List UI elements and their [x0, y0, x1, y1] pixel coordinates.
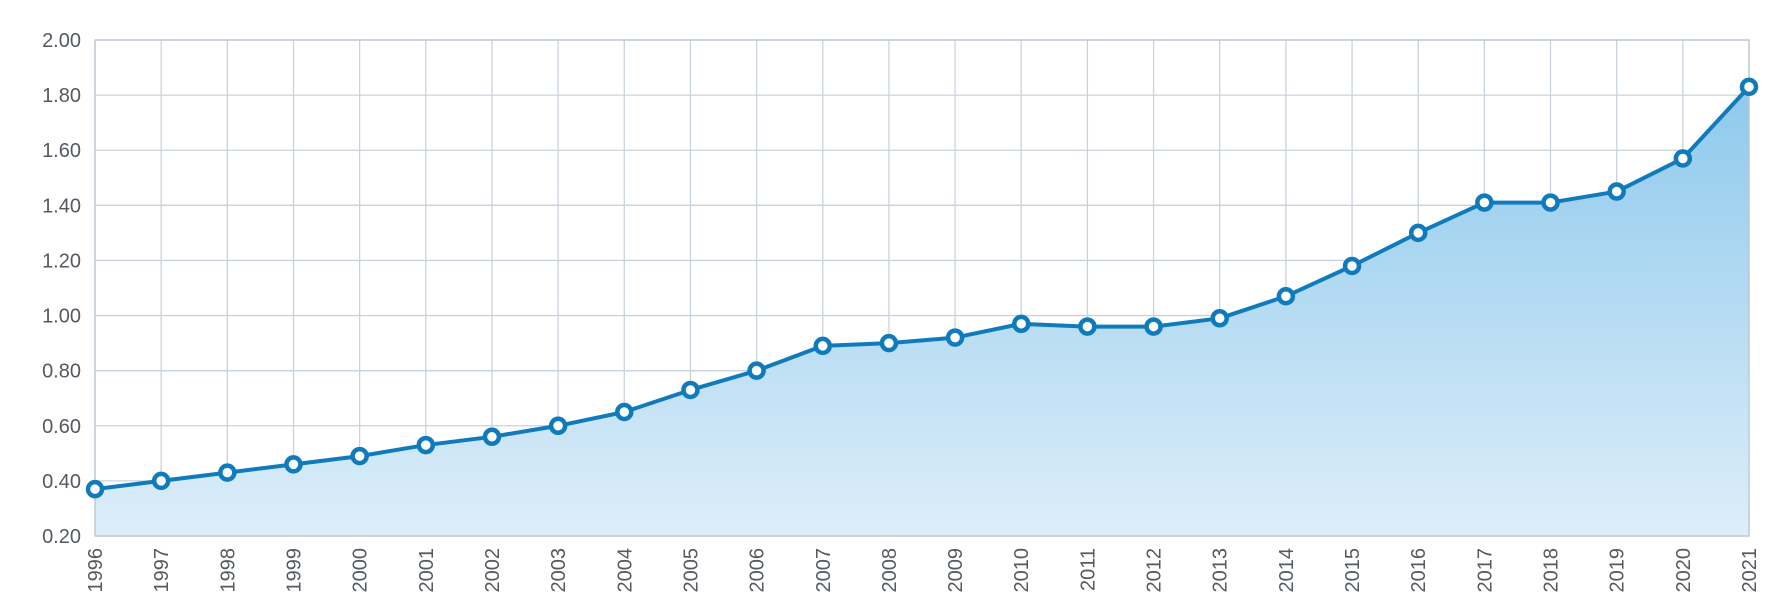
- y-tick-label: 1.20: [42, 250, 81, 272]
- x-tick-label: 2016: [1408, 548, 1430, 593]
- plot-border: [94, 39, 1750, 537]
- data-point-2020[interactable]: [1673, 149, 1693, 168]
- data-point-1997[interactable]: [151, 471, 171, 491]
- data-point-2013[interactable]: [1210, 309, 1229, 328]
- x-tick-label: 1999: [283, 548, 305, 593]
- x-tick-label: 2004: [614, 548, 636, 593]
- x-tick-label: 2021: [1739, 548, 1761, 593]
- x-tick-label: 2000: [350, 548, 372, 593]
- x-tick-label: 2014: [1276, 548, 1298, 593]
- y-tick-label: 0.40: [42, 471, 81, 493]
- area-fill: [95, 86, 1749, 536]
- y-tick-label: 0.80: [42, 361, 81, 383]
- data-point-2006[interactable]: [747, 361, 766, 380]
- x-tick-label: 2007: [813, 548, 835, 593]
- data-point-1996[interactable]: [85, 479, 105, 499]
- x-tick-label: 2013: [1210, 548, 1232, 593]
- y-tick-label: 1.00: [42, 306, 81, 328]
- y-tick-label: 1.40: [42, 195, 81, 217]
- data-point-2003[interactable]: [548, 416, 568, 436]
- x-tick-label: 2018: [1541, 548, 1563, 593]
- x-tick-label: 1997: [151, 548, 173, 593]
- data-point-1999[interactable]: [284, 455, 303, 474]
- x-tick-label: 2003: [548, 548, 570, 593]
- data-point-2009[interactable]: [945, 328, 965, 347]
- series-line: [93, 84, 1751, 492]
- data-point-2018[interactable]: [1541, 193, 1560, 212]
- x-tick-label: 2020: [1673, 548, 1695, 593]
- data-point-1998[interactable]: [218, 463, 237, 482]
- x-axis-ticks: 1996 1997 1998 1999 2000 2001 2002 2003 2004 2005…: [85, 548, 1761, 593]
- x-tick-label: 2015: [1342, 548, 1364, 593]
- x-tick-label: 1998: [217, 548, 239, 593]
- x-tick-label: 2008: [879, 548, 901, 593]
- data-point-2011[interactable]: [1078, 317, 1097, 336]
- x-tick-label: 2009: [945, 548, 967, 593]
- y-tick-label: 2.00: [42, 30, 81, 52]
- x-tick-label: 2005: [680, 548, 702, 593]
- plot-frame: [94, 39, 1750, 537]
- y-tick-label: 0.60: [42, 416, 81, 438]
- y-tick-label: 1.60: [42, 140, 81, 162]
- data-point-2010[interactable]: [1011, 314, 1031, 334]
- data-point-2005[interactable]: [681, 380, 700, 400]
- data-point-2002[interactable]: [482, 427, 502, 447]
- x-tick-label: 2010: [1011, 548, 1033, 593]
- data-point-2016[interactable]: [1408, 223, 1428, 243]
- data-point-2008[interactable]: [879, 333, 899, 353]
- x-tick-label: 2012: [1144, 548, 1166, 593]
- x-tick-label: 2006: [747, 548, 769, 593]
- series-line-group: [93, 84, 1751, 492]
- x-tick-label: 2002: [482, 548, 504, 593]
- x-tick-label: 2017: [1474, 548, 1496, 593]
- y-tick-label: 1.80: [42, 85, 81, 107]
- data-point-2007[interactable]: [813, 336, 833, 356]
- x-tick-label: 2011: [1077, 548, 1099, 591]
- data-points: [85, 77, 1759, 499]
- data-point-2012[interactable]: [1144, 317, 1163, 336]
- series-area: [95, 86, 1749, 536]
- y-tick-label: 0.20: [42, 526, 81, 548]
- data-point-2021[interactable]: [1739, 77, 1759, 97]
- data-point-2015[interactable]: [1342, 256, 1362, 276]
- data-point-2014[interactable]: [1276, 287, 1296, 306]
- data-point-2017[interactable]: [1475, 193, 1494, 212]
- x-tick-label: 1996: [85, 548, 107, 593]
- data-point-2001[interactable]: [416, 435, 436, 455]
- data-point-2000[interactable]: [350, 446, 369, 466]
- y-axis-ticks: 0.20 0.40 0.60 0.80 1.00 1.20 1.40 1.60 1.80 2.00: [42, 30, 81, 548]
- x-tick-label: 2019: [1607, 548, 1629, 593]
- data-point-2019[interactable]: [1607, 182, 1626, 201]
- data-point-2004[interactable]: [615, 402, 634, 422]
- x-tick-label: 2001: [416, 548, 438, 593]
